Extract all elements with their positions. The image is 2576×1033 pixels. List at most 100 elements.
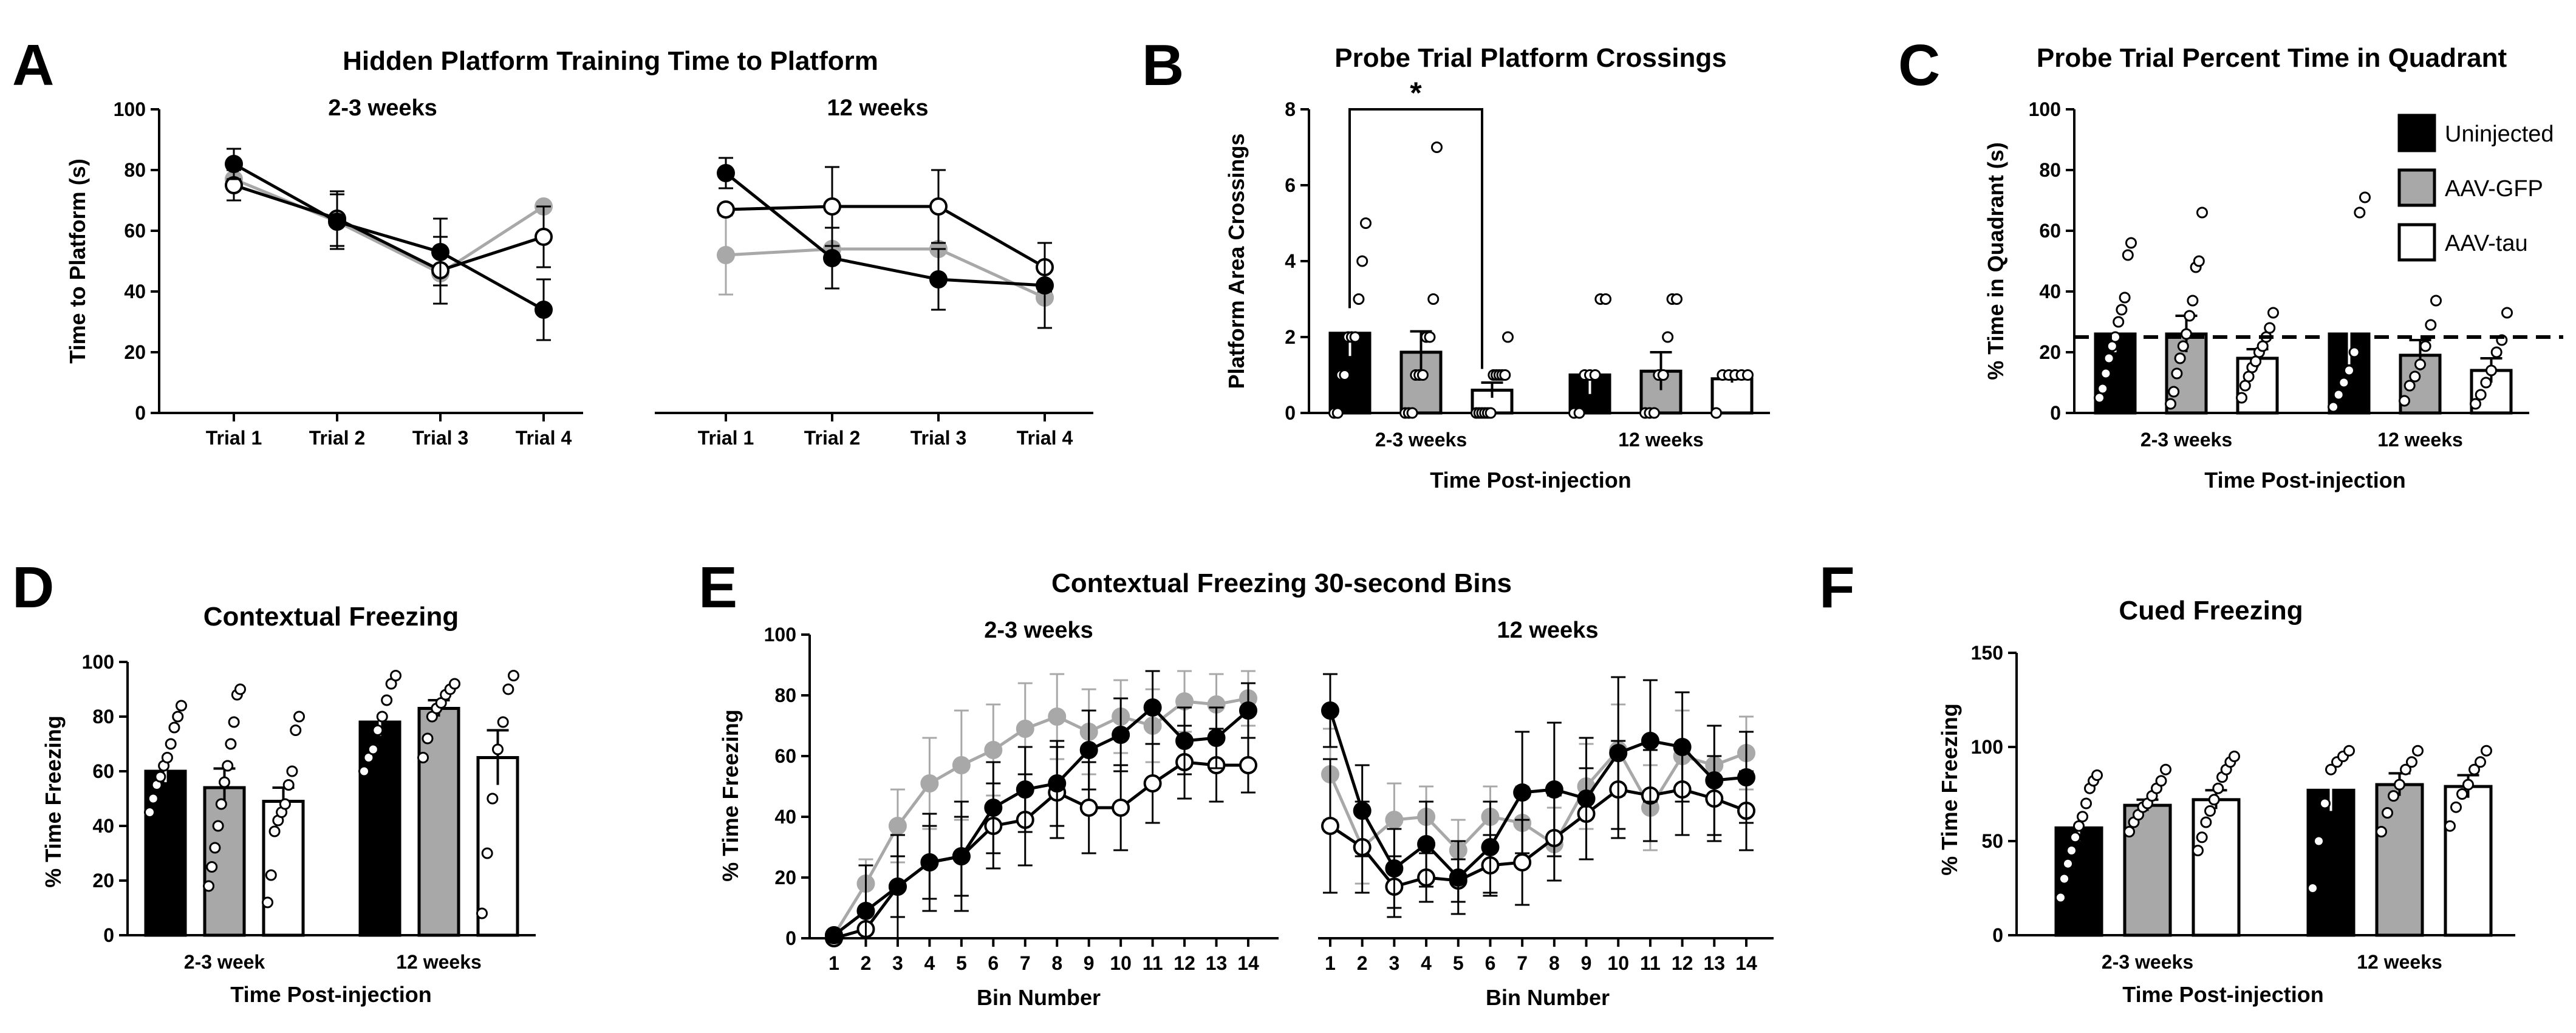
panel-c-x-label: Time Post-injection bbox=[2204, 468, 2405, 493]
panel-e-sub1-x-tick-label: 11 bbox=[1143, 952, 1163, 974]
panel-d-data-point bbox=[144, 806, 155, 818]
panel-f-x-label: Time Post-injection bbox=[2122, 982, 2323, 1007]
panel-c-data-point bbox=[2359, 191, 2371, 203]
panel-e-y-tick-label: 80 bbox=[774, 684, 796, 706]
panel-e-x-label-1: Bin Number bbox=[977, 985, 1101, 1010]
panel-e-y-tick-label: 40 bbox=[774, 806, 796, 828]
panel-f-data-point bbox=[2069, 831, 2081, 844]
panel-a-sub1-data-point-aav-tau bbox=[535, 228, 553, 246]
panel-a-sub2-data-point-uninjected bbox=[717, 164, 735, 182]
panel-e-sub2-data-point-aav-tau bbox=[1513, 853, 1532, 871]
panel-c-data-point bbox=[2196, 206, 2208, 219]
panel-a-sub1-data-point-uninjected bbox=[431, 243, 449, 261]
panel-c-data-point bbox=[2193, 255, 2205, 267]
panel-c-data-point bbox=[2343, 364, 2355, 377]
panel-f-data-point bbox=[2406, 756, 2417, 768]
panel-e-sub2-x-tick-label: 9 bbox=[1581, 952, 1592, 974]
panel-e-sub2-data-point-uninjected bbox=[1321, 701, 1339, 720]
panel-b-data-point bbox=[1406, 407, 1418, 419]
panel-b-x-label: Time Post-injection bbox=[1430, 468, 1631, 493]
panel-d-data-point bbox=[481, 847, 493, 859]
panel-e-sub2-data-point-uninjected bbox=[1449, 868, 1467, 887]
panel-e-sub2-data-point-uninjected bbox=[1737, 768, 1755, 786]
panel-e-sub1-data-point-uninjected bbox=[888, 878, 907, 896]
panel-c-data-point bbox=[2168, 386, 2180, 398]
panel-b-data-point bbox=[1353, 293, 1365, 305]
panel-b-data-point bbox=[1710, 407, 1722, 419]
panel-f-data-point bbox=[2325, 763, 2337, 776]
panel-f-data-point bbox=[2208, 794, 2220, 806]
panel-f-y-label: % Time Freezing bbox=[1937, 703, 1962, 875]
panel-f-data-point bbox=[2450, 801, 2462, 813]
panel-e-sub2-data-point-aav-gfp bbox=[1385, 811, 1404, 829]
panel-e-sub2-data-point-aav-tau bbox=[1321, 817, 1339, 835]
panel-a-sub1-data-point-uninjected bbox=[328, 213, 346, 231]
panel-f-data-point bbox=[2400, 763, 2411, 776]
panel-d-bar-aav-gfp bbox=[417, 707, 460, 937]
panel-f-data-point bbox=[2343, 745, 2355, 757]
panel-b-data-point bbox=[1416, 369, 1429, 381]
panel-d-data-point bbox=[282, 779, 295, 791]
panel-f-data-point bbox=[2481, 745, 2492, 757]
panel-e-sub1-x-tick-label: 7 bbox=[1020, 952, 1031, 974]
panel-b-data-point bbox=[1431, 141, 1443, 153]
panel-d-data-point bbox=[225, 738, 237, 750]
panel-d-data-point bbox=[390, 670, 401, 681]
panel-a-y-tick-label: 40 bbox=[124, 281, 146, 302]
panel-e-sub1-x-tick-label: 3 bbox=[892, 952, 903, 974]
panel-f-data-point bbox=[2200, 816, 2212, 828]
panel-e-sub2-data-point-uninjected bbox=[1609, 744, 1628, 762]
panel-d-y-tick-label: 60 bbox=[92, 760, 114, 782]
panel-c-data-point bbox=[2267, 307, 2279, 319]
panel-f-data-point bbox=[2204, 805, 2216, 817]
panel-e-sub2-x-tick-label: 10 bbox=[1607, 952, 1629, 974]
panel-e-sub2-x-tick-label: 6 bbox=[1485, 952, 1496, 974]
panel-e-sub1-x-tick-label: 8 bbox=[1051, 952, 1062, 974]
panel-a-sub2-x-tick-label: Trial 2 bbox=[804, 427, 861, 449]
panel-a-y-tick-label: 60 bbox=[124, 220, 146, 242]
panel-f-bar-aav-tau bbox=[2192, 798, 2241, 937]
panel-d-data-point bbox=[293, 711, 305, 723]
panel-c-data-point bbox=[2181, 328, 2192, 340]
panel-c-data-point bbox=[2470, 398, 2481, 410]
panel-d-data-point bbox=[165, 738, 177, 750]
panel-d-data-point bbox=[476, 907, 488, 919]
panel-b-data-point bbox=[1742, 369, 1754, 381]
panel-c-data-point bbox=[2328, 401, 2339, 413]
panel-c-legend-label: AAV-tau bbox=[2445, 231, 2528, 256]
panel-d-y-tick-label: 0 bbox=[103, 924, 114, 946]
panel-e-y-tick-label: 100 bbox=[764, 624, 796, 646]
panel-e-sub1-x-tick-label: 5 bbox=[956, 952, 967, 974]
panel-c-data-point bbox=[2125, 237, 2137, 249]
panel-d-data-point bbox=[286, 765, 298, 777]
panel-e-sub1-data-point-aav-gfp bbox=[920, 774, 939, 793]
panel-b-data-point bbox=[1484, 407, 1497, 419]
panel-f-data-point bbox=[2444, 820, 2456, 832]
panel-c-data-point bbox=[2122, 249, 2134, 261]
panel-f-data-point bbox=[2077, 811, 2088, 823]
panel-d-data-point bbox=[376, 711, 388, 723]
panel-f-data-point bbox=[2319, 797, 2331, 810]
panel-c-data-point bbox=[2419, 340, 2431, 352]
panel-f-bar-aav-gfp bbox=[2375, 783, 2424, 937]
panel-e-sub2-data-point-uninjected bbox=[1673, 738, 1692, 756]
panel-e-sub2-x-tick-label: 5 bbox=[1453, 952, 1464, 974]
panel-d-group-label: 12 weeks bbox=[396, 951, 482, 973]
panel-c-y-tick-label: 60 bbox=[2039, 220, 2061, 242]
panel-a-sub1-x-tick-label: Trial 3 bbox=[412, 427, 469, 449]
panel-b-significance-star: * bbox=[1410, 76, 1422, 110]
panel-e-sub1-data-point-aav-tau bbox=[1143, 774, 1162, 793]
panel-c-data-point bbox=[2399, 395, 2410, 407]
panel-c-y-tick-label: 100 bbox=[2029, 98, 2061, 120]
panel-f-data-point bbox=[2229, 751, 2240, 762]
panel-b-data-point bbox=[1671, 293, 1683, 305]
panel-e-sub1-data-point-aav-tau bbox=[1079, 799, 1098, 817]
panel-f-data-point bbox=[2058, 873, 2070, 885]
panel-c-data-point bbox=[2187, 295, 2199, 307]
panel-e-sub2-data-point-uninjected bbox=[1577, 789, 1596, 808]
panel-e-sub2-x-tick-label: 3 bbox=[1389, 952, 1399, 974]
panel-e-sub1-data-point-uninjected bbox=[1239, 701, 1257, 720]
panel-e-sub1-data-point-uninjected bbox=[825, 926, 843, 944]
panel-c-data-point bbox=[2100, 367, 2112, 380]
panel-c-data-point bbox=[2403, 380, 2416, 392]
